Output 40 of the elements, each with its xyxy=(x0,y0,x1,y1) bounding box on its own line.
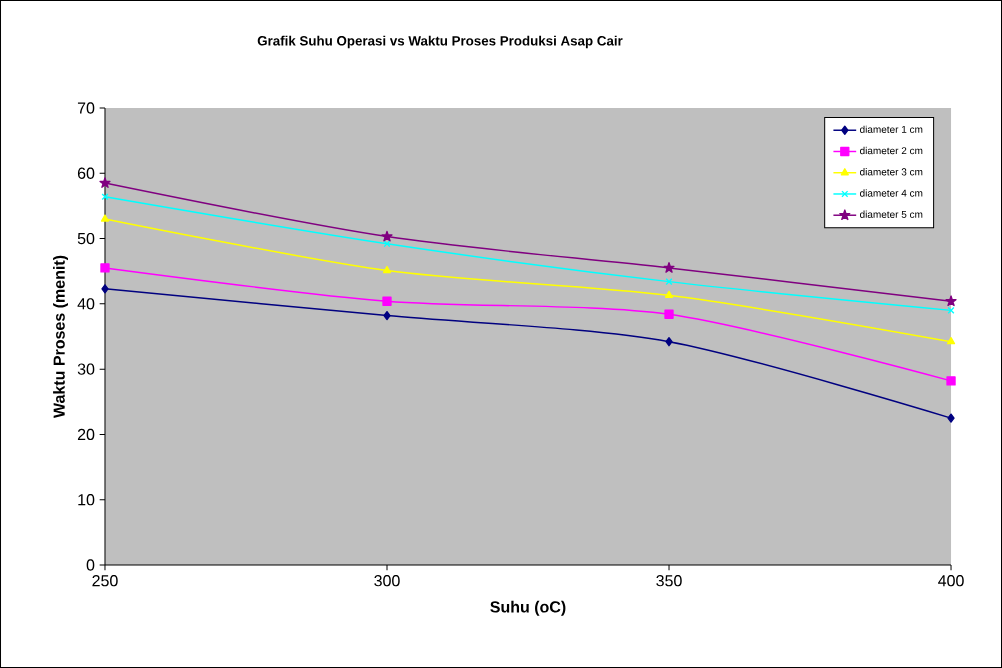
y-tick-label: 20 xyxy=(77,428,95,441)
point xyxy=(664,290,674,299)
point xyxy=(382,265,392,274)
point xyxy=(946,337,956,345)
point xyxy=(947,306,955,314)
legend-label: diameter 4 cm xyxy=(860,189,923,197)
x-tick-label: 300 xyxy=(374,575,400,587)
x-tick-label: 350 xyxy=(656,575,682,587)
legend-label: diameter 1 cm xyxy=(860,125,923,133)
point xyxy=(945,295,957,307)
y-tick-label: 70 xyxy=(77,102,95,114)
point xyxy=(383,240,391,248)
point xyxy=(664,309,674,319)
point xyxy=(663,262,675,273)
point xyxy=(665,337,673,347)
point xyxy=(383,310,391,321)
point xyxy=(946,376,956,386)
y-tick-label: 60 xyxy=(77,167,95,179)
legend-label: diameter 3 cm xyxy=(860,168,923,176)
y-tick-label: 40 xyxy=(77,298,95,310)
x-tick-label: 250 xyxy=(92,575,118,587)
point xyxy=(381,230,393,242)
x-axis-title: Suhu (oC) xyxy=(490,600,566,616)
point xyxy=(101,193,109,201)
y-tick-label: 0 xyxy=(86,559,95,571)
y-tick-label: 50 xyxy=(77,232,95,245)
x-tick-label: 400 xyxy=(938,575,964,587)
legend-label: diameter 5 cm xyxy=(860,210,923,218)
legend-label: diameter 2 cm xyxy=(860,146,923,155)
point xyxy=(99,177,111,188)
point xyxy=(100,214,110,222)
chart-title: Grafik Suhu Operasi vs Waktu Proses Produksi Asap Cair xyxy=(257,35,623,49)
y-tick-label: 10 xyxy=(78,494,95,506)
y-axis-title: Waktu Proses (menit) xyxy=(53,255,68,418)
y-tick-label: 30 xyxy=(77,363,95,375)
point xyxy=(100,263,110,273)
point xyxy=(382,296,392,306)
point xyxy=(665,278,673,286)
point xyxy=(101,284,109,294)
point xyxy=(947,413,955,423)
